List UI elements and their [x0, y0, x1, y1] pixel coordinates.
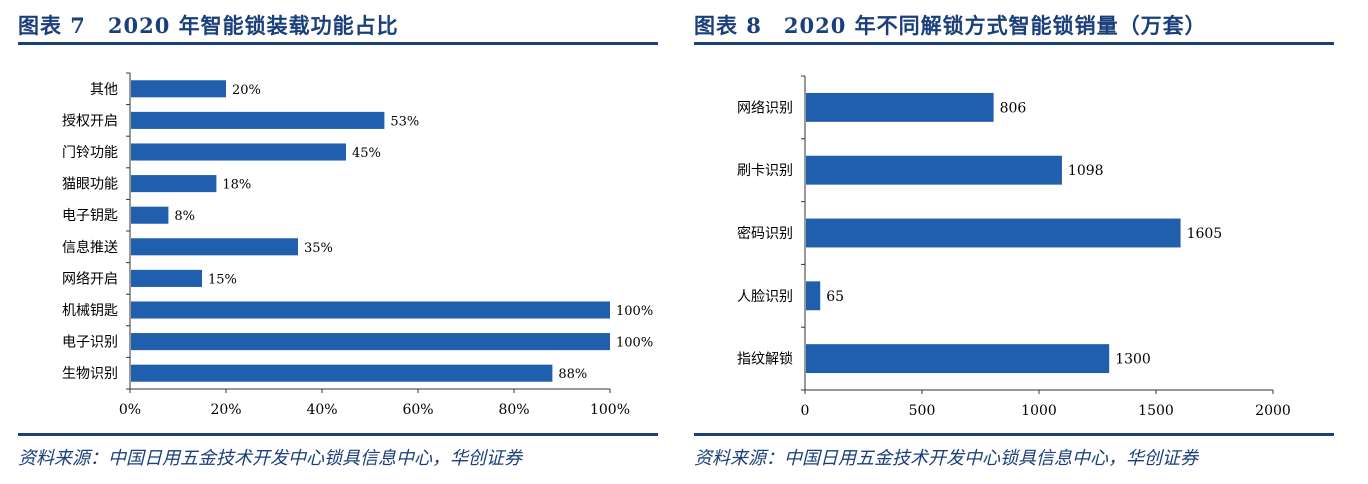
- x-tick-label: 1500: [1138, 403, 1174, 419]
- category-label: 猫眼功能: [62, 177, 118, 193]
- value-label: 18%: [222, 178, 251, 193]
- category-label: 生物识别: [62, 366, 118, 382]
- category-label: 网络识别: [737, 100, 793, 116]
- x-tick-label: 40%: [306, 402, 337, 418]
- bar: [131, 333, 610, 351]
- category-label: 人脸识别: [737, 289, 793, 305]
- bar: [806, 218, 1181, 248]
- left-panel: 图表 7 2020 年智能锁装载功能占比 其他 20% 授权开启 53% 门铃功能 45%…: [18, 0, 658, 484]
- category-label: 指纹解锁: [737, 352, 793, 368]
- value-label: 100%: [616, 304, 653, 319]
- source-divider: [18, 433, 658, 436]
- bar: [131, 111, 385, 129]
- bar: [806, 344, 1110, 374]
- category-label: 授权开启: [62, 113, 118, 129]
- category-label: 信息推送: [62, 239, 118, 256]
- value-label: 65: [826, 289, 844, 305]
- value-label: 1605: [1187, 226, 1223, 242]
- value-label: 88%: [558, 367, 587, 382]
- x-tick-label: 2000: [1255, 403, 1291, 419]
- bar-chart-svg: 网络识别 806 刷卡识别 1098 密码识别 1605 人脸识别 65 指纹解锁 1300 0 50…: [737, 75, 1291, 419]
- title-divider: [18, 42, 658, 45]
- bar: [131, 80, 226, 98]
- category-label: 其他: [90, 82, 118, 98]
- bar: [806, 155, 1062, 185]
- chart-title: 图表 7 2020 年智能锁装载功能占比: [18, 13, 399, 38]
- value-label: 45%: [352, 146, 381, 161]
- x-tick-label: 1000: [1021, 403, 1057, 419]
- x-tick-label: 0: [801, 403, 810, 419]
- bar: [806, 92, 994, 122]
- bar-chart-svg: 其他 20% 授权开启 53% 门铃功能 45% 猫眼功能 18% 电子钥匙 8% 信息推送 35% 网…: [62, 72, 653, 418]
- source-note: 资料来源：中国日用五金技术开发中心锁具信息中心，华创证券: [694, 448, 1198, 469]
- value-label: 15%: [208, 272, 237, 287]
- bar: [131, 206, 169, 224]
- value-label: 53%: [390, 114, 419, 129]
- x-tick-label: 0%: [119, 402, 141, 418]
- value-label: 806: [1000, 100, 1027, 116]
- title-divider: [694, 42, 1334, 45]
- value-label: 8%: [174, 209, 195, 224]
- bar: [131, 238, 298, 256]
- value-label: 1098: [1068, 163, 1104, 179]
- x-tick-label: 100%: [590, 402, 630, 418]
- category-label: 电子识别: [62, 335, 118, 351]
- x-tick-label: 80%: [498, 402, 529, 418]
- value-label: 35%: [304, 241, 333, 256]
- bar: [806, 281, 821, 311]
- source-divider: [694, 433, 1334, 436]
- x-tick-label: 60%: [402, 402, 433, 418]
- chart-title: 图表 8 2020 年不同解锁方式智能锁销量（万套）: [694, 13, 1207, 38]
- category-label: 刷卡识别: [737, 163, 793, 179]
- right-panel: 图表 8 2020 年不同解锁方式智能锁销量（万套） 网络识别 806 刷卡识别 10…: [694, 0, 1334, 484]
- category-label: 网络开启: [62, 271, 118, 287]
- bar: [131, 175, 217, 193]
- x-tick-label: 20%: [210, 402, 241, 418]
- value-label: 1300: [1115, 352, 1151, 368]
- source-note: 资料来源：中国日用五金技术开发中心锁具信息中心，华创证券: [18, 448, 522, 469]
- bar: [131, 143, 346, 161]
- value-label: 20%: [232, 83, 261, 98]
- category-label: 机械钥匙: [62, 303, 118, 319]
- category-label: 门铃功能: [62, 145, 118, 161]
- bar: [131, 269, 202, 287]
- bar: [131, 364, 553, 382]
- bar: [131, 301, 610, 319]
- category-label: 密码识别: [737, 225, 793, 242]
- value-label: 100%: [616, 336, 653, 351]
- x-tick-label: 500: [909, 403, 936, 419]
- category-label: 电子钥匙: [62, 208, 118, 224]
